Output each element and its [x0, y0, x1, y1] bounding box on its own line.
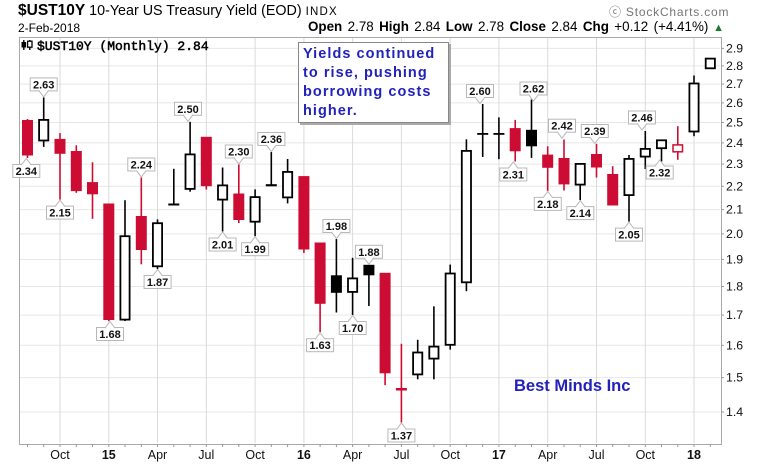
svg-text:2.5: 2.5 — [726, 116, 743, 130]
svg-text:2.18: 2.18 — [537, 199, 558, 211]
svg-text:1.87: 1.87 — [147, 277, 168, 289]
svg-text:Oct: Oct — [636, 448, 656, 462]
svg-text:1.7: 1.7 — [726, 308, 743, 322]
svg-text:Jul: Jul — [198, 448, 214, 462]
svg-text:1.70: 1.70 — [342, 323, 363, 335]
svg-text:1.98: 1.98 — [326, 221, 347, 233]
svg-text:2.14: 2.14 — [570, 208, 592, 220]
svg-text:2.2: 2.2 — [726, 179, 743, 193]
svg-text:Apr: Apr — [343, 448, 362, 462]
svg-text:2.30: 2.30 — [228, 147, 249, 159]
svg-text:17: 17 — [492, 448, 506, 462]
svg-text:2.62: 2.62 — [523, 84, 544, 96]
svg-text:1.5: 1.5 — [726, 371, 743, 385]
svg-text:2.7: 2.7 — [726, 77, 743, 91]
svg-text:1.88: 1.88 — [358, 247, 379, 259]
svg-text:2.32: 2.32 — [649, 168, 670, 180]
svg-text:2.05: 2.05 — [618, 230, 639, 242]
svg-text:18: 18 — [687, 448, 701, 462]
svg-text:16: 16 — [297, 448, 311, 462]
svg-text:2.36: 2.36 — [261, 134, 282, 146]
svg-text:2.34: 2.34 — [16, 166, 38, 178]
svg-text:1.68: 1.68 — [99, 329, 120, 341]
svg-text:Jul: Jul — [393, 448, 409, 462]
svg-text:2.8: 2.8 — [726, 59, 743, 73]
svg-text:2.39: 2.39 — [584, 126, 605, 138]
svg-text:2.4: 2.4 — [726, 136, 743, 150]
svg-text:2.50: 2.50 — [177, 104, 198, 116]
svg-text:2.15: 2.15 — [49, 208, 70, 220]
svg-text:Jul: Jul — [589, 448, 605, 462]
svg-text:2.46: 2.46 — [631, 113, 652, 125]
svg-text:2.01: 2.01 — [212, 240, 233, 252]
svg-text:1.63: 1.63 — [309, 340, 330, 352]
svg-text:2.31: 2.31 — [503, 170, 524, 182]
svg-text:Oct: Oct — [50, 448, 70, 462]
svg-text:1.6: 1.6 — [726, 338, 743, 352]
svg-text:2.6: 2.6 — [726, 96, 743, 110]
svg-text:Oct: Oct — [245, 448, 265, 462]
svg-text:2.0: 2.0 — [726, 227, 743, 241]
svg-text:1.37: 1.37 — [391, 431, 412, 443]
svg-text:2.9: 2.9 — [726, 41, 743, 55]
svg-text:1.8: 1.8 — [726, 280, 743, 294]
svg-text:2.3: 2.3 — [726, 157, 743, 171]
svg-text:1.9: 1.9 — [726, 253, 743, 267]
svg-text:2.24: 2.24 — [131, 160, 153, 172]
svg-text:Apr: Apr — [538, 448, 557, 462]
svg-text:2.42: 2.42 — [551, 121, 572, 133]
svg-text:Oct: Oct — [440, 448, 460, 462]
svg-text:Apr: Apr — [148, 448, 167, 462]
svg-text:2.1: 2.1 — [726, 203, 743, 217]
svg-text:15: 15 — [102, 448, 116, 462]
svg-text:1.4: 1.4 — [726, 405, 743, 419]
svg-text:2.63: 2.63 — [33, 79, 54, 91]
svg-text:2.60: 2.60 — [469, 86, 490, 98]
svg-text:1.99: 1.99 — [244, 244, 265, 256]
